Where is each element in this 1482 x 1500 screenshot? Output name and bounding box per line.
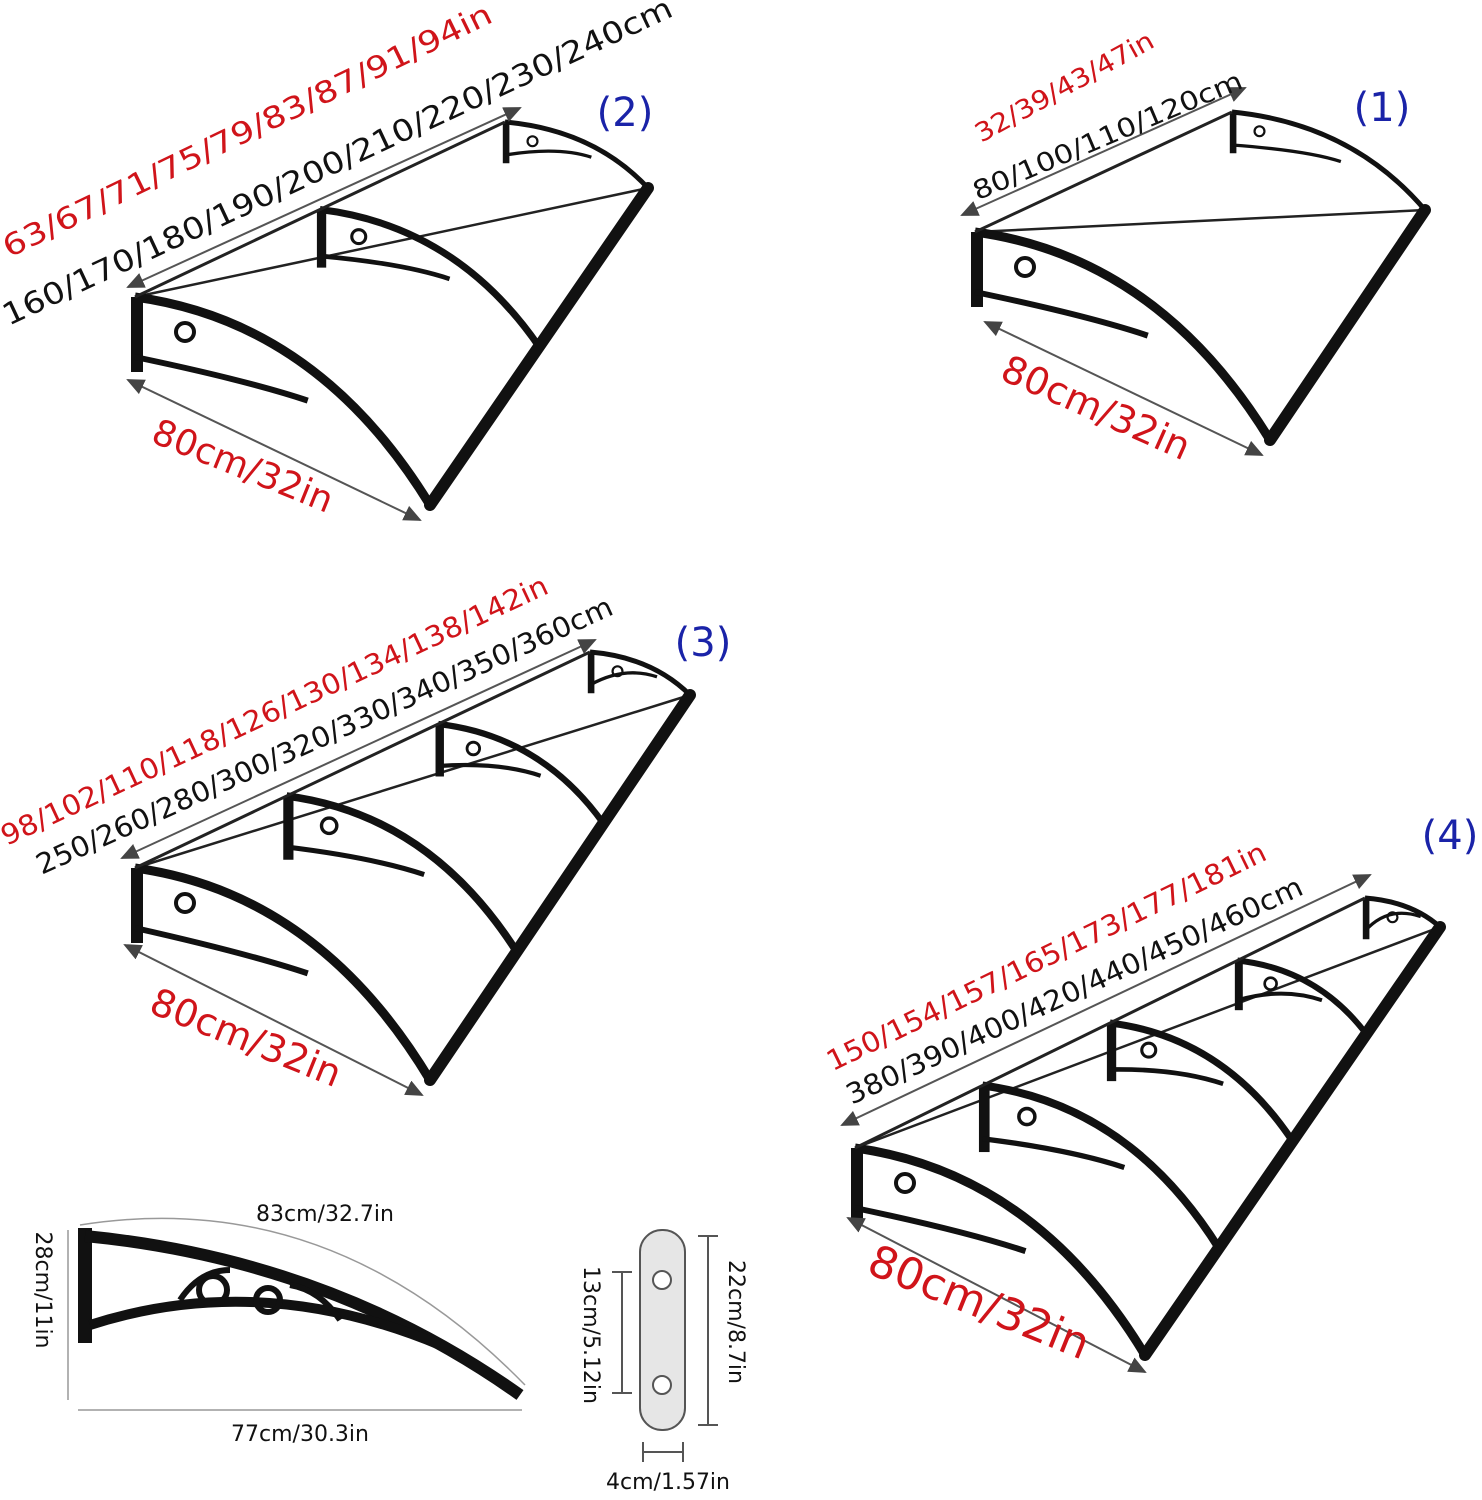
bracket-height-label: 28cm/11in — [30, 1232, 55, 1349]
width-cm: 80/100/110/120cm — [968, 66, 1247, 207]
mounting-plate — [612, 1229, 718, 1462]
bracket-scroll — [1140, 1041, 1158, 1059]
panel-label: (1) — [1354, 85, 1411, 131]
bracket-plate — [502, 122, 510, 164]
bracket-scroll — [1253, 125, 1266, 138]
bracket-plate — [1106, 1023, 1117, 1082]
bracket-support — [319, 253, 451, 282]
bracket-plate — [131, 868, 143, 943]
bracket-plate — [435, 724, 444, 777]
depth-label: 80cm/32in — [995, 347, 1197, 469]
dimension-arrow — [983, 321, 1264, 456]
bracket-scroll — [465, 740, 482, 757]
front-rail — [1139, 921, 1446, 1361]
bracket-arm — [1364, 895, 1442, 929]
bracket-scroll — [526, 135, 539, 148]
bracket-scroll — [174, 892, 196, 914]
panel-label: (4) — [1422, 813, 1479, 859]
bracket-support — [982, 1136, 1126, 1171]
bracket-scroll — [174, 321, 196, 343]
bracket-plate — [1362, 898, 1370, 940]
depth-label: 80cm/32in — [144, 979, 348, 1095]
bracket-scroll — [1017, 1106, 1037, 1127]
bracket-support — [1231, 143, 1342, 164]
bracket-support — [504, 149, 592, 159]
bracket-arm — [589, 649, 692, 697]
bracket-support — [589, 671, 658, 687]
dimension-arrow — [840, 874, 1372, 1126]
bracket-scroll — [1386, 911, 1399, 924]
depth-label: 80cm/32in — [861, 1235, 1097, 1370]
width-cm: 250/260/280/300/320/330/340/350/360cm — [31, 590, 618, 881]
canopy-edge — [974, 208, 1426, 234]
bracket-plate — [971, 232, 983, 307]
bracket-support — [1109, 1067, 1224, 1087]
bracket-support — [438, 762, 542, 778]
bracket-arm — [981, 1081, 1223, 1251]
dimension-arrow — [960, 87, 1247, 216]
bracket-scroll — [894, 1172, 916, 1194]
bracket-scroll — [611, 665, 624, 678]
dimension-arrow — [126, 107, 522, 288]
dimension-arrow — [123, 944, 424, 1096]
bracket-arm — [504, 119, 650, 190]
bracket-scroll — [319, 816, 339, 836]
width-inches: 98/102/110/118/126/130/134/138/142in — [0, 569, 553, 852]
bracket-scroll — [350, 228, 368, 246]
dimension-arrow — [846, 1217, 1147, 1373]
bracket-plate — [316, 209, 327, 268]
front-rail — [1264, 204, 1431, 446]
plate-width-label: 4cm/1.57in — [606, 1470, 730, 1495]
dimension-arrow — [126, 379, 422, 521]
bracket-arm — [319, 206, 542, 349]
bracket-base-label: 77cm/30.3in — [231, 1422, 369, 1447]
bracket-plate — [851, 1148, 863, 1223]
bracket-support — [134, 354, 309, 404]
bracket-arm — [286, 792, 520, 954]
bracket-scroll — [1014, 256, 1036, 278]
width-inches: 150/154/157/165/173/177/181in — [821, 836, 1271, 1078]
dimension-arrow — [120, 639, 597, 859]
panel-label: (2) — [597, 90, 654, 136]
bracket-detail — [67, 1217, 526, 1411]
front-rail — [424, 689, 696, 1086]
plate-length-label: 22cm/8.7in — [723, 1260, 748, 1384]
bracket-arm — [437, 720, 606, 826]
bracket-plate — [131, 297, 143, 372]
plate-spacing-label: 13cm/5.12in — [578, 1266, 603, 1404]
bracket-support — [286, 844, 425, 877]
panel-label: (3) — [675, 620, 732, 666]
bracket-plate — [1229, 112, 1237, 154]
front-rail — [424, 182, 654, 511]
bracket-plate — [1234, 960, 1243, 1011]
bracket-arm — [1231, 109, 1427, 212]
bracket-support — [134, 925, 309, 977]
bracket-arc-label: 83cm/32.7in — [256, 1202, 394, 1227]
bracket-scroll — [1263, 976, 1278, 991]
bracket-plate — [587, 652, 595, 694]
